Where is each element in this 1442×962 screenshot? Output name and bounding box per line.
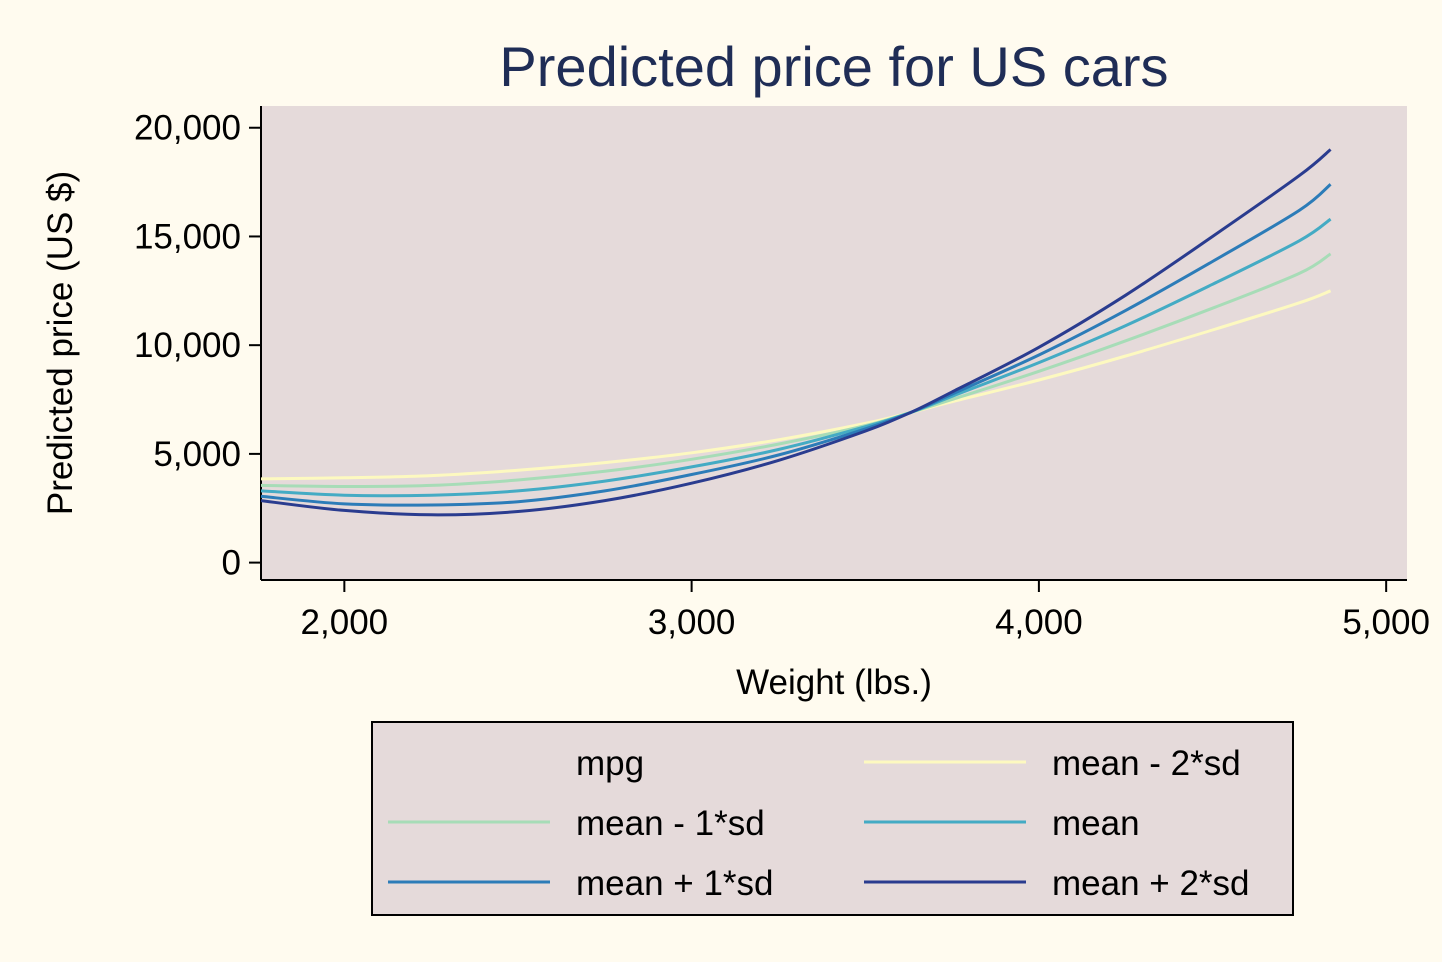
series-line-mean-2-sd: [260, 289, 1332, 481]
y-tick-label: 0: [222, 544, 241, 583]
x-tick-label: 5,000: [1342, 603, 1430, 642]
legend-label: mean + 1*sd: [576, 864, 774, 903]
series-line-mean-1-sd: [260, 183, 1332, 507]
series-line-mean-1-sd: [260, 252, 1332, 489]
y-axis-title: Predicted price (US $): [41, 171, 80, 515]
legend: mpg mean - 2*sd mean - 1*sd mean mean + 1*s…: [371, 721, 1294, 916]
x-tick-label: 3,000: [648, 603, 736, 642]
legend-label: mean - 2*sd: [1052, 744, 1241, 783]
series-line-mean: [260, 217, 1332, 498]
legend-label: mean + 2*sd: [1052, 864, 1250, 903]
series-lines: [260, 148, 1332, 517]
legend-label: mean - 1*sd: [576, 804, 765, 843]
x-axis: 2,000 3,000 4,000 5,000: [261, 579, 1430, 642]
legend-title: mpg: [576, 744, 644, 783]
x-axis-title: Weight (lbs.): [736, 663, 932, 702]
plot-region: [261, 106, 1407, 580]
chart-title: Predicted price for US cars: [499, 35, 1168, 98]
y-tick-label: 5,000: [153, 435, 241, 474]
legend-label: mean: [1052, 804, 1140, 843]
y-tick-label: 20,000: [134, 109, 241, 148]
y-tick-label: 15,000: [134, 217, 241, 256]
x-tick-label: 2,000: [301, 603, 389, 642]
series-line-mean-2-sd: [260, 148, 1332, 517]
y-axis: 0 5,000 10,000 15,000 20,000: [134, 106, 262, 583]
y-tick-label: 10,000: [134, 326, 241, 365]
x-tick-label: 4,000: [995, 603, 1083, 642]
